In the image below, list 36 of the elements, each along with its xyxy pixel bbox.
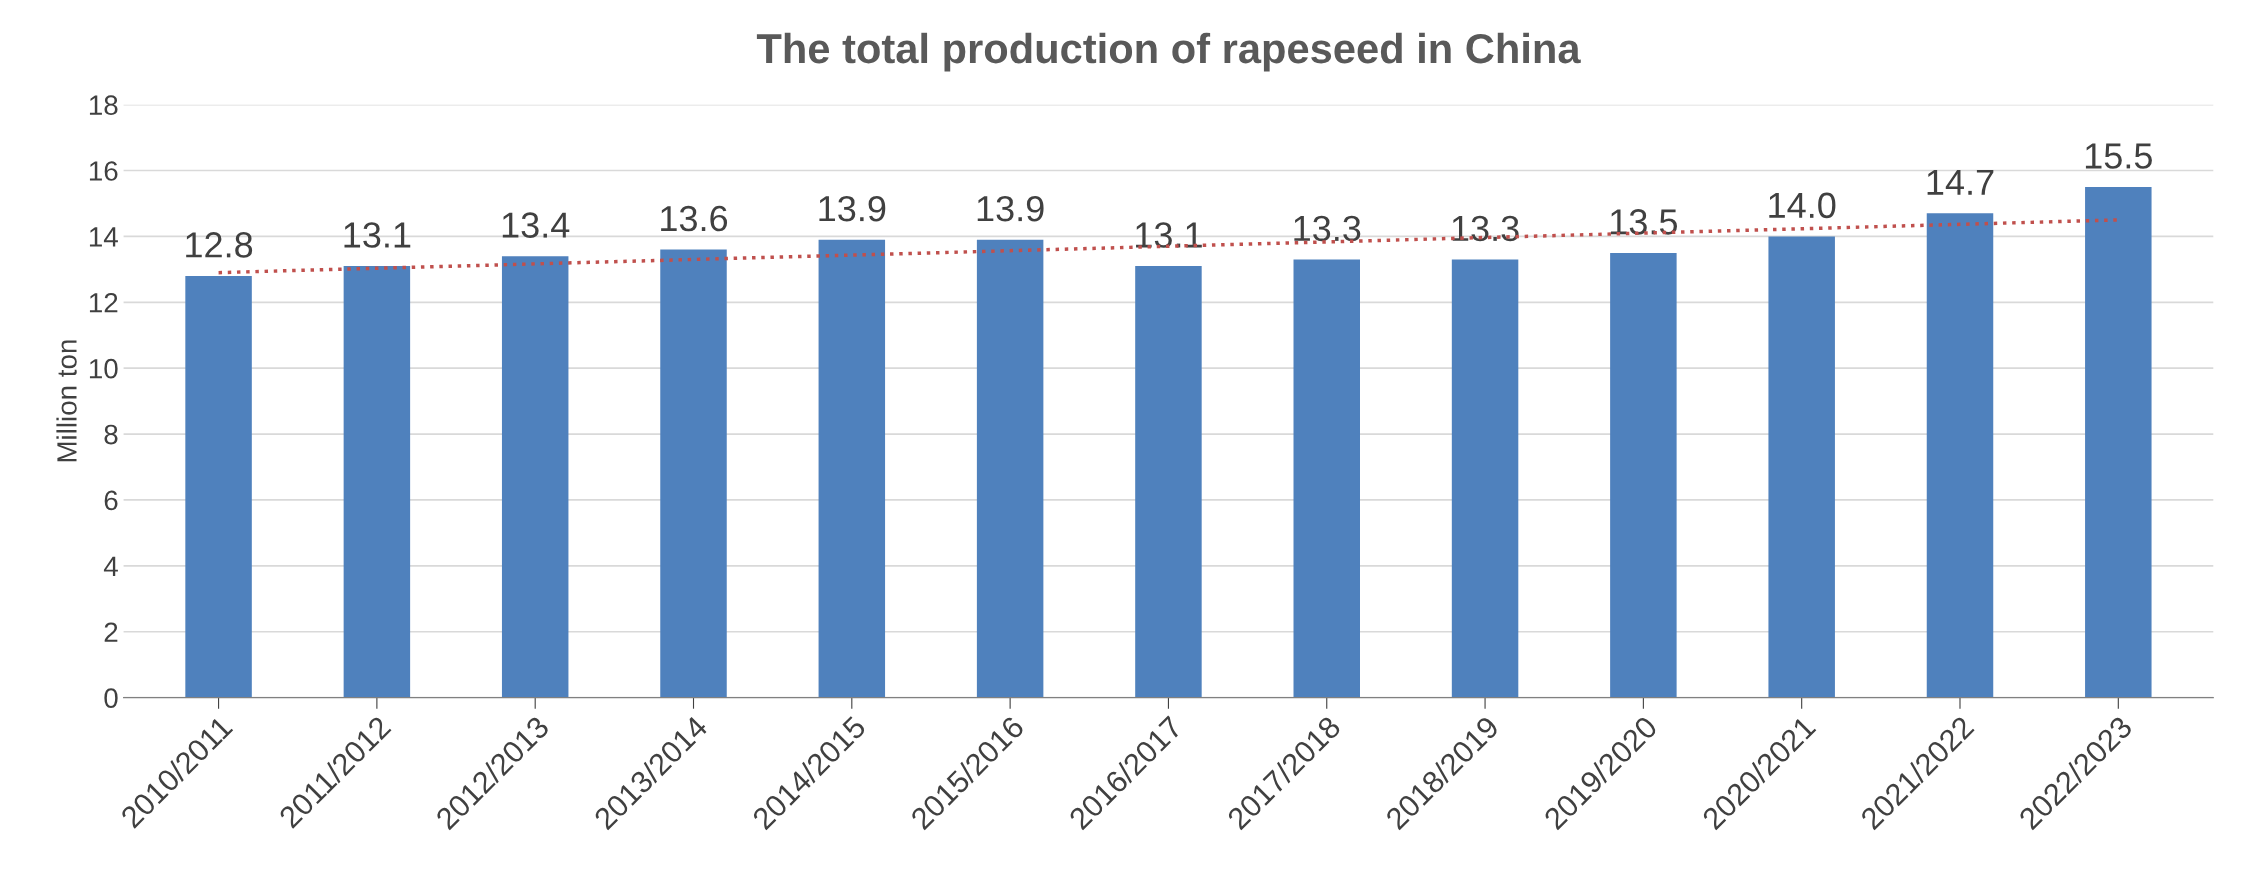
y-tick-label: 12 [89, 292, 118, 313]
chart-title: The total production of rapeseed in China [756, 32, 1581, 72]
data-label: 15.5 [2085, 143, 2152, 169]
data-label: 14.7 [1927, 169, 1994, 195]
bar [1926, 213, 1994, 698]
bar [1451, 259, 1519, 698]
data-label: 13.4 [502, 212, 570, 238]
y-tick-label: 16 [89, 161, 118, 181]
y-axis-title: Million ton [56, 340, 77, 462]
data-label: 12.8 [186, 232, 253, 258]
y-tick-label: 8 [104, 424, 118, 445]
y-tick-label: 10 [89, 358, 118, 379]
bar [501, 256, 569, 698]
data-label: 13.6 [661, 205, 728, 232]
bar [1293, 259, 1360, 698]
data-label: 13.9 [977, 195, 1044, 222]
y-tick-label: 2 [104, 622, 118, 642]
bar [185, 275, 252, 698]
y-tick-label: 6 [104, 490, 118, 511]
y-tick-label: 0 [104, 688, 118, 708]
y-tick-label: 14 [89, 227, 118, 247]
bar [1610, 252, 1677, 698]
bar [343, 266, 411, 698]
bar [976, 239, 1044, 698]
bar [818, 239, 886, 698]
bar [1768, 236, 1835, 698]
y-tick-label: 18 [89, 95, 118, 115]
data-label: 13.3 [1294, 215, 1361, 242]
data-label: 14.0 [1769, 192, 1836, 219]
y-tick-label: 4 [103, 556, 118, 576]
bar [2085, 187, 2152, 698]
data-label: 13.1 [344, 222, 411, 248]
data-label: 13.9 [819, 195, 886, 222]
data-label: 13.3 [1452, 215, 1519, 242]
bar [660, 249, 727, 698]
bar [1135, 266, 1202, 698]
